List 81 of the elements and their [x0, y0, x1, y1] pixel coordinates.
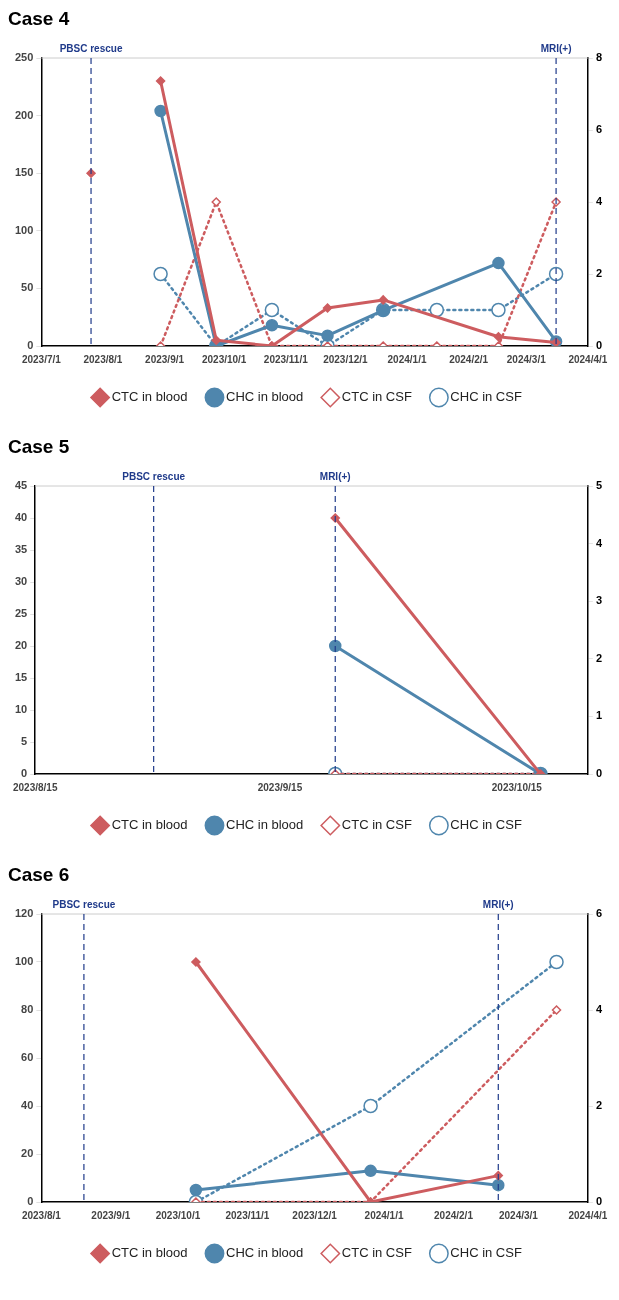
x-tick-label: 2023/10/1: [155, 1209, 201, 1221]
x-tick-label: 2023/9/1: [145, 353, 185, 365]
x-tick-label: 2024/4/1: [568, 1209, 608, 1221]
x-tick-label: 2023/8/15: [12, 781, 58, 793]
y2-tick-label: 0: [595, 1195, 603, 1208]
legend-label: CTC in CSF: [341, 817, 412, 833]
y-tick-label: 100: [14, 955, 34, 968]
legend-label: CHC in CSF: [450, 817, 522, 833]
ref-line-label: PBSC rescue: [52, 898, 116, 910]
y-tick-label: 200: [14, 108, 34, 121]
ref-line-label: PBSC rescue: [59, 42, 123, 54]
y2-tick-label: 2: [595, 651, 603, 664]
y-tick-label: 40: [21, 1099, 34, 1112]
y2-tick-label: 4: [595, 536, 603, 549]
x-tick-label: 2023/12/1: [323, 353, 369, 365]
y2-tick-label: 4: [595, 195, 603, 208]
ref-line-label: MRI(+): [482, 898, 514, 910]
legend-label: CHC in CSF: [450, 1245, 522, 1261]
y-tick-label: 30: [14, 575, 28, 588]
x-tick-label: 2023/9/1: [91, 1209, 131, 1221]
y-tick-label: 250: [14, 51, 34, 64]
ref-line-label: MRI(+): [540, 42, 572, 54]
y-tick-label: 15: [14, 671, 28, 684]
x-tick-label: 2023/10/15: [491, 781, 543, 793]
x-tick-label: 2023/9/15: [257, 781, 303, 793]
ref-line-label: MRI(+): [319, 470, 351, 482]
legend-label: CHC in blood: [225, 389, 304, 405]
x-tick-label: 2024/1/1: [364, 1209, 404, 1221]
y2-tick-label: 4: [595, 1003, 603, 1016]
y2-tick-label: 0: [595, 767, 603, 780]
legend-label: CTC in blood: [111, 1245, 188, 1261]
legend-label: CHC in blood: [225, 817, 304, 833]
y2-tick-label: 8: [595, 51, 603, 64]
x-tick-label: 2023/10/1: [201, 353, 247, 365]
x-tick-label: 2023/7/1: [21, 353, 62, 365]
legend-label: CTC in blood: [111, 817, 188, 833]
y-tick-label: 150: [14, 166, 34, 179]
y2-tick-label: 6: [595, 123, 603, 136]
legend-label: CHC in blood: [225, 1245, 304, 1261]
y-tick-label: 10: [14, 703, 28, 716]
y-tick-label: 0: [27, 1195, 34, 1208]
y-tick-label: 5: [21, 735, 28, 748]
y-tick-label: 40: [14, 511, 28, 524]
y-tick-label: 35: [14, 543, 28, 556]
y-tick-label: 100: [14, 223, 34, 236]
x-tick-label: 2023/8/1: [83, 353, 123, 365]
legend-label: CTC in blood: [111, 389, 188, 405]
x-tick-label: 2023/11/1: [263, 353, 309, 365]
y-tick-label: 20: [14, 639, 28, 652]
legend-label: CTC in CSF: [341, 1245, 412, 1261]
y-tick-label: 0: [21, 767, 28, 780]
chart-title: Case 6: [8, 864, 71, 887]
ref-line-label: PBSC rescue: [122, 470, 186, 482]
y2-tick-label: 2: [595, 267, 603, 280]
x-tick-label: 2024/3/1: [506, 353, 547, 365]
y-tick-label: 25: [14, 607, 28, 620]
y-tick-label: 20: [21, 1147, 34, 1160]
y2-tick-label: 3: [595, 594, 603, 607]
y-tick-label: 0: [27, 339, 34, 352]
x-tick-label: 2024/3/1: [498, 1209, 539, 1221]
chart-title: Case 5: [8, 436, 71, 459]
y-tick-label: 80: [21, 1003, 34, 1016]
y2-tick-label: 0: [595, 339, 603, 352]
legend-label: CHC in CSF: [450, 389, 522, 405]
x-tick-label: 2023/12/1: [292, 1209, 338, 1221]
legend-label: CTC in CSF: [341, 389, 412, 405]
y-tick-label: 60: [21, 1051, 34, 1064]
x-tick-label: 2024/2/1: [434, 1209, 474, 1221]
x-tick-label: 2024/1/1: [387, 353, 427, 365]
y2-tick-label: 5: [595, 479, 603, 492]
y2-tick-label: 1: [595, 709, 603, 722]
y-tick-label: 120: [14, 907, 34, 920]
x-tick-label: 2023/11/1: [225, 1209, 270, 1221]
y2-tick-label: 2: [595, 1099, 603, 1112]
y-tick-label: 45: [14, 479, 28, 492]
x-tick-label: 2023/8/1: [21, 1209, 62, 1221]
x-tick-label: 2024/2/1: [449, 353, 489, 365]
y-tick-label: 50: [21, 281, 34, 294]
x-tick-label: 2024/4/1: [568, 353, 608, 365]
y2-tick-label: 6: [595, 907, 603, 920]
chart-title: Case 4: [8, 8, 71, 31]
